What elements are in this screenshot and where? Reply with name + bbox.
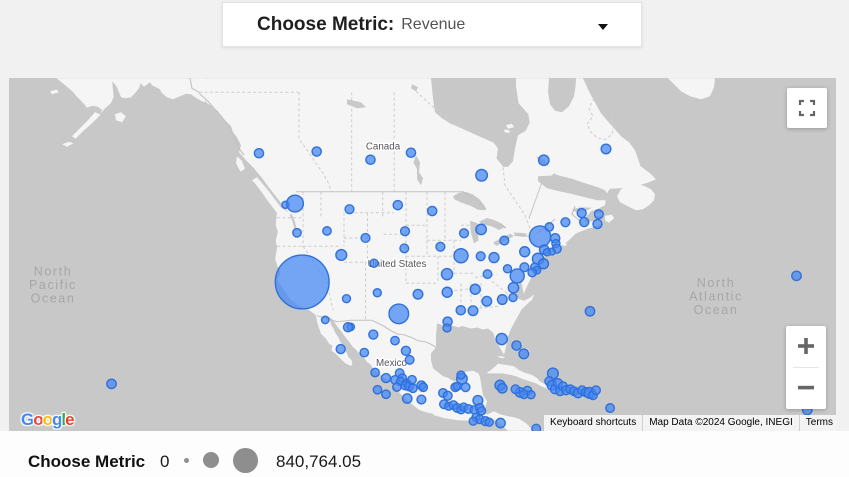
svg-text:Mexico: Mexico	[376, 358, 408, 369]
svg-text:North: North	[34, 264, 73, 278]
svg-text:Atlantic: Atlantic	[689, 289, 743, 303]
svg-text:Pacific: Pacific	[29, 278, 77, 292]
svg-text:Ocean: Ocean	[694, 303, 739, 317]
svg-text:Ocean: Ocean	[31, 291, 76, 305]
svg-text:United States: United States	[368, 259, 427, 270]
svg-text:Canada: Canada	[366, 141, 401, 152]
svg-text:North: North	[697, 276, 736, 290]
